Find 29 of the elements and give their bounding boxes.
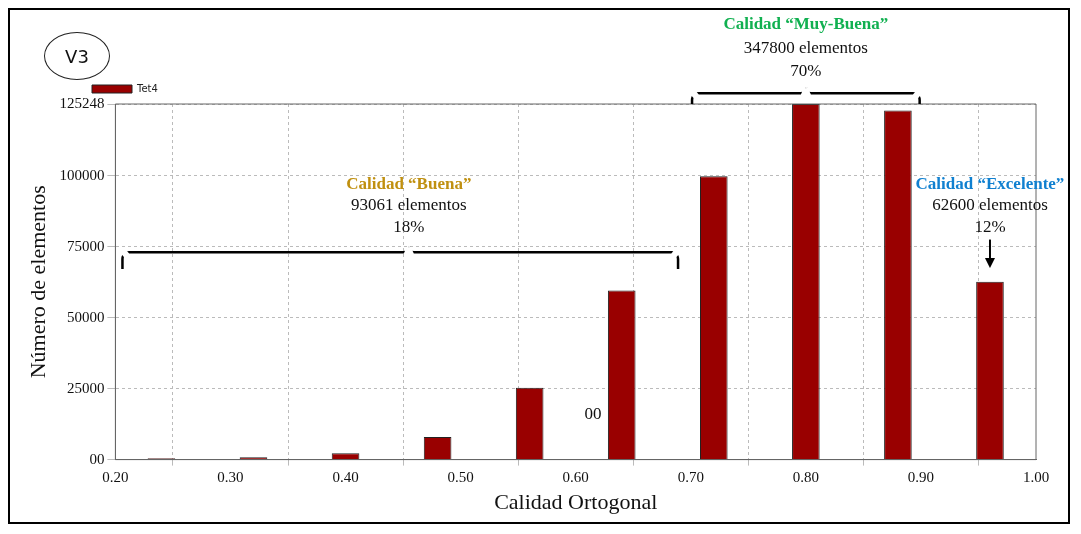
y-tick-label: 125248 — [59, 94, 105, 111]
y-tick-label: 25000 — [66, 379, 105, 396]
x-tick-label: 0.50 — [447, 468, 474, 485]
annotation: 00 — [583, 403, 603, 426]
x-tick-label: 0.20 — [102, 468, 129, 485]
y-axis-title: Número de elementos — [24, 185, 50, 379]
x-tick-label: 0.60 — [562, 468, 589, 485]
annotation: 93061 elementos — [350, 194, 468, 217]
annotation: Calidad “Excelente” — [914, 173, 1066, 196]
y-tick-label: 100000 — [59, 166, 105, 183]
annotation: 62600 elementos — [931, 194, 1049, 217]
x-tick-label: 0.30 — [217, 468, 244, 485]
annotation: 12% — [973, 215, 1007, 238]
x-tick-label: 0.80 — [792, 468, 819, 485]
y-tick-label: 00 — [89, 450, 105, 467]
x-tick-label: 0.70 — [677, 468, 704, 485]
text: 70% — [789, 60, 823, 82]
x-axis-title: Calidad Ortogonal — [494, 488, 658, 514]
annotation: 18% — [392, 215, 426, 238]
y-tick-label: 75000 — [66, 237, 105, 254]
text: 347800 elementos — [742, 37, 869, 59]
legend-label: Tet4 — [136, 82, 158, 94]
text: Calidad “Muy-Buena” — [722, 13, 890, 35]
x-tick-label: 0.40 — [332, 468, 359, 485]
chart-title: V3 — [44, 32, 110, 80]
annotation: Calidad “Buena” — [345, 173, 473, 196]
x-tick-label: 1.00 — [1022, 468, 1050, 485]
y-tick-label: 50000 — [66, 308, 105, 325]
x-tick-label: 0.90 — [907, 468, 935, 485]
